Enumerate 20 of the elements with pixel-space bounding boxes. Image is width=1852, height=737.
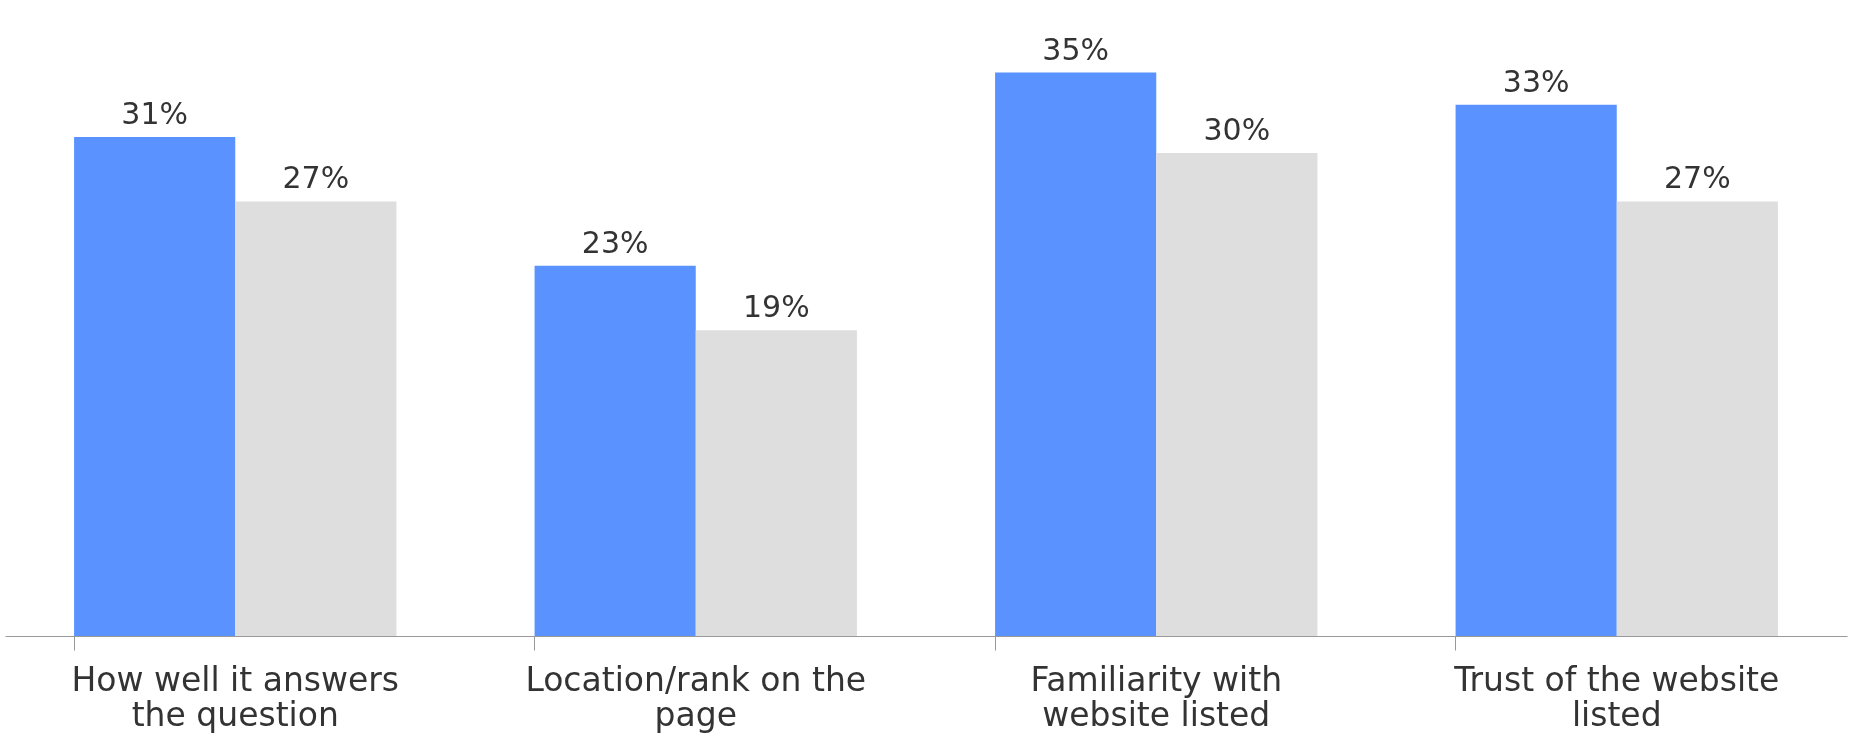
data-label: 27% (282, 160, 350, 196)
data-label: 27% (1663, 160, 1731, 196)
data-label: 19% (742, 289, 810, 325)
bar (1455, 104, 1617, 636)
bar (534, 265, 696, 636)
bar (995, 72, 1157, 636)
bar (1156, 153, 1318, 636)
x-tick-label: Trust of the website listed (1453, 659, 1780, 734)
data-label: 33% (1502, 63, 1570, 99)
bar (74, 136, 236, 636)
bar (1616, 201, 1778, 636)
data-label: 23% (581, 224, 649, 260)
data-label: 31% (121, 95, 189, 131)
x-tick-label: Location/rank on the page (525, 659, 867, 734)
x-tick-label: Familiarity with website listed (1030, 659, 1283, 734)
bar (695, 330, 857, 636)
data-label: 30% (1203, 112, 1271, 148)
bar (235, 201, 397, 636)
x-tick-label: How well it answers the question (71, 659, 400, 734)
data-label: 35% (1042, 31, 1110, 67)
